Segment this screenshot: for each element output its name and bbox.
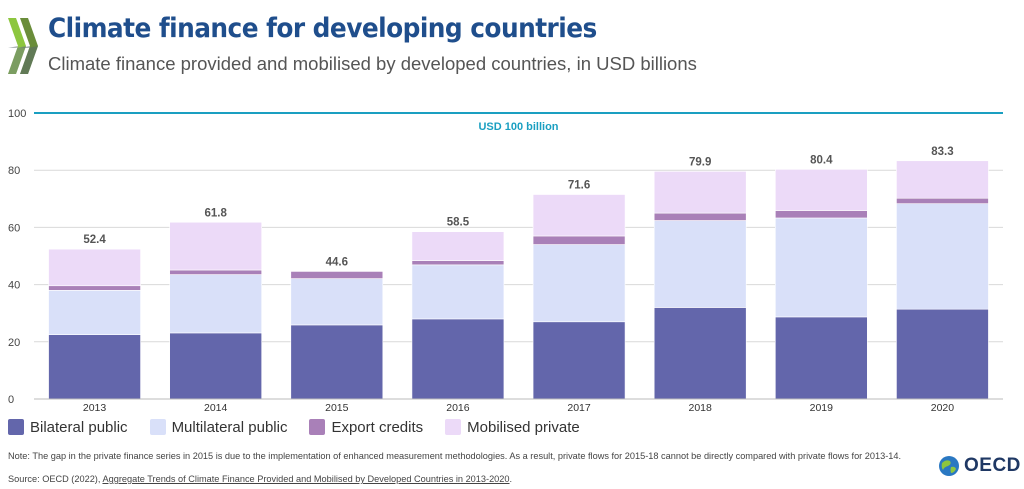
- oecd-wordmark: OECD: [964, 455, 1021, 476]
- x-tick-label: 2017: [567, 402, 591, 414]
- chart-subtitle: Climate finance provided and mobilised b…: [48, 53, 697, 74]
- bar-segment-multilateral-public: [532, 244, 626, 323]
- source-prefix: Source: OECD (2022),: [8, 474, 103, 484]
- y-tick-label: 100: [8, 108, 26, 120]
- bar-total-label: 71.6: [568, 180, 590, 192]
- bar-segment-export-credits: [48, 285, 141, 291]
- legend-label: Multilateral public: [171, 418, 288, 436]
- bar-total-label: 83.3: [931, 146, 953, 158]
- legend-item: Mobilised private: [445, 419, 580, 436]
- y-tick-label: 40: [8, 280, 20, 292]
- chart-title: Climate finance for developing countries: [48, 13, 597, 44]
- legend-label: Bilateral public: [30, 418, 128, 436]
- bar-segment-multilateral-public: [775, 217, 868, 318]
- x-tick-label: 2020: [931, 402, 955, 414]
- legend-item: Multilateral public: [149, 418, 288, 436]
- legend-swatch: [149, 419, 166, 435]
- bar-segment-multilateral-public: [653, 220, 747, 308]
- x-tick-label: 2013: [83, 402, 107, 414]
- x-tick-label: 2015: [325, 402, 349, 414]
- x-tick-label: 2014: [204, 402, 228, 414]
- source-link[interactable]: Aggregate Trends of Climate Finance Prov…: [102, 474, 510, 484]
- bar-segment-multilateral-public: [48, 290, 141, 335]
- bar-segment-export-credits: [169, 269, 262, 275]
- x-tick-label: 2019: [810, 402, 834, 414]
- oecd-logo: OECD: [938, 455, 1021, 477]
- y-tick-label: 80: [8, 165, 20, 177]
- bar-segment-multilateral-public: [169, 274, 262, 334]
- bar-segment-export-credits: [775, 210, 868, 219]
- bar-segment-bilateral-public: [532, 321, 626, 400]
- bar-segment-bilateral-public: [48, 334, 141, 400]
- bar-segment-multilateral-public: [290, 278, 384, 326]
- bar-total-label: 44.6: [326, 256, 348, 268]
- bar-segment-bilateral-public: [411, 318, 505, 400]
- legend-item: Bilateral public: [8, 419, 128, 436]
- bar-segment-mobilised-private: [896, 160, 989, 199]
- legend-swatch: [309, 419, 326, 435]
- y-tick-label: 0: [8, 394, 14, 406]
- stacked-bar-chart: 0 20 40 60 80 100 USD 100 billion 52.4 2013 61.8 2…: [8, 108, 1003, 414]
- bar-segment-multilateral-public: [896, 203, 989, 310]
- chart-legend: Bilateral public Multilateral public Expor…: [8, 417, 580, 437]
- bar-segment-mobilised-private: [411, 231, 505, 261]
- bar-segment-export-credits: [532, 235, 626, 245]
- source-suffix: .: [509, 474, 513, 484]
- bar-total-label: 52.4: [83, 234, 106, 246]
- y-tick-label: 60: [8, 222, 20, 234]
- bar-segment-mobilised-private: [653, 171, 747, 214]
- bar-segment-multilateral-public: [411, 264, 505, 320]
- bar-segment-mobilised-private: [532, 194, 626, 237]
- bar-segment-bilateral-public: [775, 316, 868, 400]
- bar-segment-mobilised-private: [48, 248, 141, 287]
- bar-segment-export-credits: [653, 212, 747, 221]
- y-tick-label: 20: [8, 337, 20, 349]
- x-tick-label: 2018: [689, 402, 713, 414]
- bar-segment-bilateral-public: [653, 307, 747, 400]
- oecd-chevron-logo: [8, 18, 38, 74]
- bar-segment-export-credits: [896, 197, 989, 204]
- bar-total-label: 80.4: [810, 154, 833, 166]
- bar-segment-export-credits: [411, 260, 505, 266]
- legend-label: Mobilised private: [467, 418, 580, 436]
- bar-segment-bilateral-public: [290, 324, 384, 400]
- legend-swatch: [8, 419, 24, 435]
- bar-segment-mobilised-private: [775, 169, 868, 211]
- globe-icon: [939, 456, 959, 476]
- bar-segment-bilateral-public: [169, 332, 262, 400]
- legend-swatch: [445, 419, 462, 435]
- legend-label: Export credits: [331, 418, 424, 436]
- bar-segment-export-credits: [290, 271, 384, 279]
- footnote: Note: The gap in the private finance ser…: [8, 451, 902, 461]
- source-line: Source: OECD (2022), Aggregate Trends of…: [8, 474, 512, 484]
- x-tick-label: 2016: [446, 402, 470, 414]
- bar-segment-mobilised-private: [169, 221, 262, 271]
- legend-item: Export credits: [309, 419, 423, 436]
- reference-line-label: USD 100 billion: [478, 121, 558, 133]
- bar-total-label: 61.8: [204, 207, 227, 219]
- bar-segment-bilateral-public: [896, 308, 989, 400]
- bar-total-label: 58.5: [447, 217, 470, 229]
- bar-total-label: 79.9: [689, 156, 711, 168]
